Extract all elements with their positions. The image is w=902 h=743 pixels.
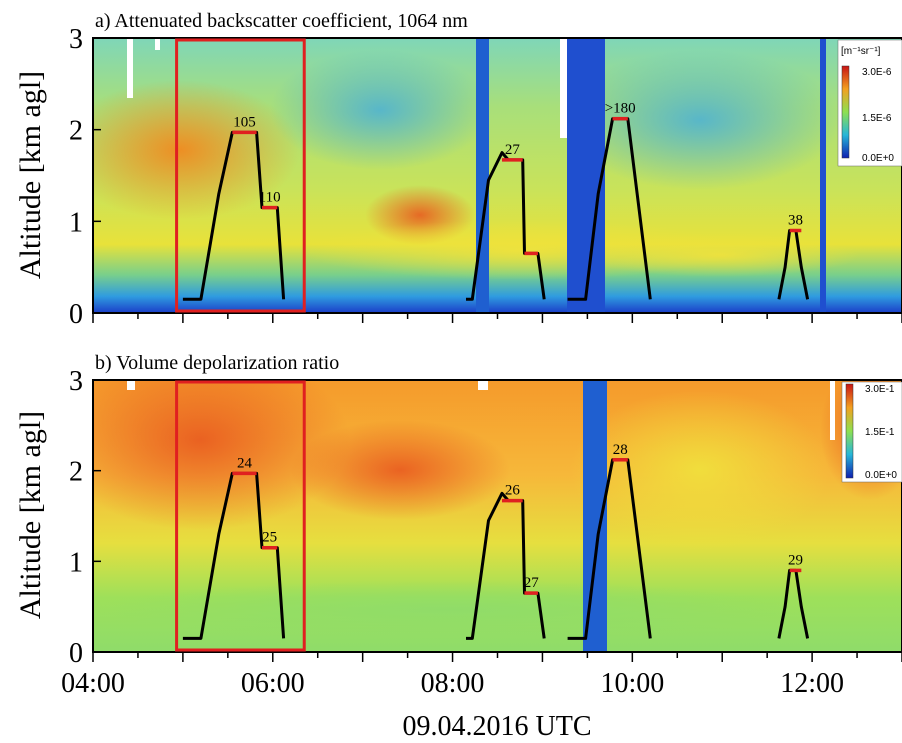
y-tick-label-b-2: 2 [69,457,83,488]
flight-profile-b-3 [567,458,652,640]
flight-profile-a-3 [567,117,652,301]
level-label-a-0: 105 [233,114,256,130]
colorbar-b-label-max: 3.0E-1 [865,384,895,395]
panel-b-title: b) Volume depolarization ratio [95,352,339,374]
panel-b-annotations: 24 25 26 27 28 29 [175,380,810,652]
y-tick-label-a-1: 1 [69,207,83,238]
level-label-a-4: >180 [605,101,636,117]
panel-b-heatmap [93,380,902,652]
colorbar-a-label-mid: 1.5E-6 [862,113,892,124]
colorbar-a-unit: [m⁻¹sr⁻¹] [841,46,881,57]
panel-a-heatmap [93,38,902,313]
panel-b-ylabel: Altitude [km agl] [14,411,47,619]
level-label-b-1: 25 [262,530,277,546]
x-tick-label-3: 10:00 [600,668,664,699]
x-tick-label-2: 08:00 [421,668,485,699]
panel-a-title: a) Attenuated backscatter coefficient, 1… [95,10,468,32]
y-tick-label-b-1: 1 [69,547,83,578]
x-axis-label: 09.04.2016 UTC [403,711,592,742]
colorbar-a-label-min: 0.0E+0 [862,153,894,164]
highlight-box-a [175,38,306,313]
level-label-a-2: 27 [505,142,521,158]
y-tick-label-a-0: 0 [69,299,83,330]
panel-b: 3.0E-1 1.5E-1 0.0E+0 b) Volume depolariz… [14,352,902,699]
level-label-a-5: 38 [788,213,803,229]
panel-a-annotations: 105 110 27 >180 38 [175,38,810,313]
colorbar-a-label-max: 3.0E-6 [862,67,892,78]
x-tick-label-0: 04:00 [61,668,125,699]
panel-a-colorbar: [m⁻¹sr⁻¹] 3.0E-6 1.5E-6 0.0E+0 [837,39,902,167]
y-tick-label-a-2: 2 [69,116,83,147]
level-label-b-2: 26 [505,483,521,499]
panel-a: [m⁻¹sr⁻¹] 3.0E-6 1.5E-6 0.0E+0 a) Attenu… [14,10,902,330]
y-tick-label-a-3: 3 [69,24,83,55]
colorbar-b-label-mid: 1.5E-1 [865,427,895,438]
x-tick-label-4: 12:00 [780,668,844,699]
level-label-b-5: 29 [788,552,803,568]
highlight-box-b [175,380,306,652]
panel-a-axes: 0 1 2 3 [69,24,902,330]
y-tick-label-b-3: 3 [69,366,83,397]
level-label-b-0: 24 [237,455,253,471]
panel-b-colorbar: 3.0E-1 1.5E-1 0.0E+0 [841,381,902,483]
colorbar-b-label-min: 0.0E+0 [865,470,897,481]
level-label-a-1: 110 [259,190,281,206]
level-label-b-3: 27 [524,575,540,591]
y-tick-label-b-0: 0 [69,638,83,669]
level-label-b-4: 28 [613,442,628,458]
panel-b-axes: 0 1 2 3 04:00 06:00 08:00 10:00 12:00 [61,366,902,699]
panel-a-ylabel: Altitude [km agl] [14,71,47,279]
x-tick-label-1: 06:00 [241,668,305,699]
